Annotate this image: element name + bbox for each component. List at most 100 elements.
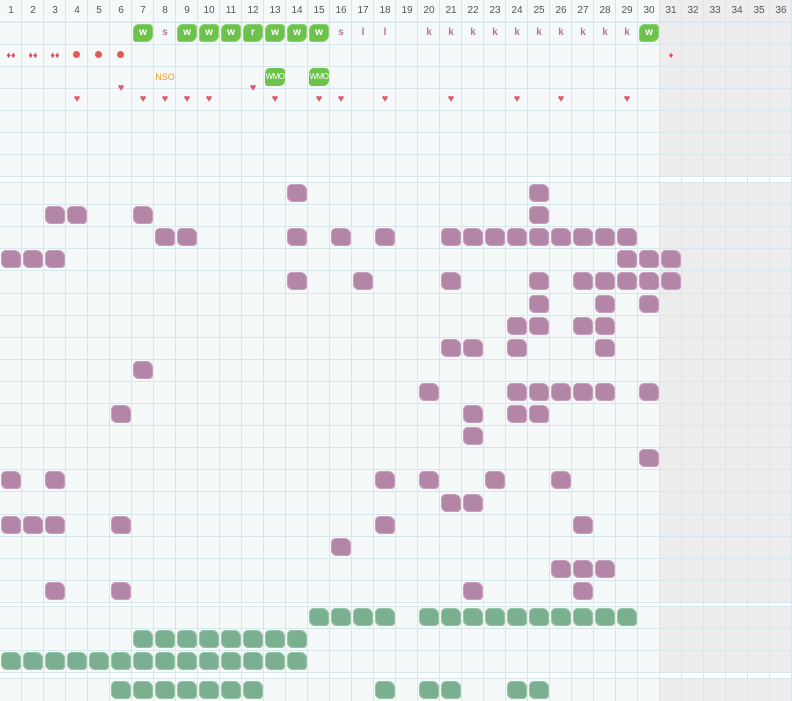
heart-icon[interactable]: ♥: [205, 93, 213, 105]
purple-entry-blob[interactable]: [331, 537, 351, 556]
activity-tag[interactable]: w: [639, 24, 659, 42]
purple-entry-blob[interactable]: [573, 515, 593, 534]
green-entry-blob[interactable]: [529, 608, 549, 626]
purple-entry-blob[interactable]: [551, 383, 571, 401]
purple-entry-blob[interactable]: [639, 272, 659, 291]
green-entry-blob[interactable]: [419, 680, 439, 699]
green-entry-blob[interactable]: [529, 680, 549, 699]
drop-icon[interactable]: ♦♦: [28, 50, 38, 60]
green-entry-blob[interactable]: [177, 630, 197, 648]
purple-entry-blob[interactable]: [463, 581, 483, 600]
purple-entry-blob[interactable]: [529, 228, 549, 247]
purple-entry-blob[interactable]: [45, 206, 65, 225]
drop-icon[interactable]: ♦♦: [50, 50, 60, 60]
purple-entry-blob[interactable]: [287, 228, 307, 247]
purple-entry-blob[interactable]: [639, 383, 659, 401]
green-entry-blob[interactable]: [89, 652, 109, 670]
purple-entry-blob[interactable]: [1, 515, 21, 534]
label-tag[interactable]: WMO: [308, 68, 330, 86]
heart-icon[interactable]: ♥: [557, 93, 565, 105]
activity-letter[interactable]: k: [624, 27, 630, 38]
activity-tag[interactable]: w: [309, 24, 329, 42]
purple-entry-blob[interactable]: [507, 228, 527, 247]
green-entry-blob[interactable]: [243, 652, 263, 670]
green-entry-blob[interactable]: [507, 680, 527, 699]
purple-entry-blob[interactable]: [529, 294, 549, 313]
purple-entry-blob[interactable]: [573, 228, 593, 247]
purple-entry-blob[interactable]: [617, 228, 637, 247]
green-entry-blob[interactable]: [375, 608, 395, 626]
purple-entry-blob[interactable]: [551, 228, 571, 247]
purple-entry-blob[interactable]: [595, 338, 615, 357]
heart-icon[interactable]: ♥: [183, 93, 191, 105]
purple-entry-blob[interactable]: [463, 338, 483, 357]
activity-tag[interactable]: w: [133, 24, 153, 42]
purple-entry-blob[interactable]: [441, 338, 461, 357]
green-entry-blob[interactable]: [419, 608, 439, 626]
purple-entry-blob[interactable]: [1, 250, 21, 269]
purple-entry-blob[interactable]: [573, 581, 593, 600]
green-entry-blob[interactable]: [111, 680, 131, 699]
heart-icon[interactable]: ♥: [249, 82, 257, 94]
activity-letter[interactable]: k: [448, 27, 454, 38]
purple-entry-blob[interactable]: [463, 493, 483, 512]
activity-letter[interactable]: k: [602, 27, 608, 38]
purple-entry-blob[interactable]: [463, 427, 483, 446]
activity-letter[interactable]: s: [338, 27, 344, 38]
activity-letter[interactable]: k: [492, 27, 498, 38]
green-entry-blob[interactable]: [441, 608, 461, 626]
purple-entry-blob[interactable]: [155, 228, 175, 247]
green-entry-blob[interactable]: [551, 608, 571, 626]
activity-tag[interactable]: w: [265, 24, 285, 42]
heart-icon[interactable]: ♥: [139, 93, 147, 105]
purple-entry-blob[interactable]: [45, 250, 65, 269]
heart-icon[interactable]: ♥: [337, 93, 345, 105]
dot-marker[interactable]: [73, 51, 80, 58]
green-entry-blob[interactable]: [353, 608, 373, 626]
activity-letter[interactable]: l: [383, 27, 387, 38]
green-entry-blob[interactable]: [23, 652, 43, 670]
activity-letter[interactable]: k: [514, 27, 520, 38]
heart-icon[interactable]: ♥: [381, 93, 389, 105]
green-entry-blob[interactable]: [221, 680, 241, 699]
purple-entry-blob[interactable]: [133, 206, 153, 225]
purple-entry-blob[interactable]: [551, 559, 571, 578]
green-entry-blob[interactable]: [199, 652, 219, 670]
purple-entry-blob[interactable]: [639, 294, 659, 313]
purple-entry-blob[interactable]: [441, 228, 461, 247]
drop-icon[interactable]: ♦: [668, 50, 674, 60]
purple-entry-blob[interactable]: [661, 272, 681, 291]
activity-letter[interactable]: k: [580, 27, 586, 38]
purple-entry-blob[interactable]: [595, 228, 615, 247]
activity-letter[interactable]: k: [536, 27, 542, 38]
purple-entry-blob[interactable]: [529, 383, 549, 401]
purple-entry-blob[interactable]: [111, 515, 131, 534]
purple-entry-blob[interactable]: [639, 449, 659, 468]
green-entry-blob[interactable]: [1, 652, 21, 670]
purple-entry-blob[interactable]: [529, 405, 549, 424]
purple-entry-blob[interactable]: [507, 316, 527, 335]
purple-entry-blob[interactable]: [375, 515, 395, 534]
activity-letter[interactable]: k: [470, 27, 476, 38]
green-entry-blob[interactable]: [265, 630, 285, 648]
heart-icon[interactable]: ♥: [315, 93, 323, 105]
activity-letter[interactable]: k: [558, 27, 564, 38]
green-entry-blob[interactable]: [441, 680, 461, 699]
green-entry-blob[interactable]: [243, 680, 263, 699]
purple-entry-blob[interactable]: [529, 184, 549, 203]
green-entry-blob[interactable]: [221, 652, 241, 670]
activity-tag[interactable]: w: [199, 24, 219, 42]
purple-entry-blob[interactable]: [595, 559, 615, 578]
heart-icon[interactable]: ♥: [161, 93, 169, 105]
purple-entry-blob[interactable]: [573, 316, 593, 335]
heart-icon[interactable]: ♥: [513, 93, 521, 105]
activity-tag[interactable]: w: [221, 24, 241, 42]
green-entry-blob[interactable]: [155, 680, 175, 699]
green-entry-blob[interactable]: [221, 630, 241, 648]
purple-entry-blob[interactable]: [551, 471, 571, 490]
green-entry-blob[interactable]: [595, 608, 615, 626]
purple-entry-blob[interactable]: [1, 471, 21, 490]
activity-tag[interactable]: w: [287, 24, 307, 42]
heart-icon[interactable]: ♥: [447, 93, 455, 105]
purple-entry-blob[interactable]: [573, 272, 593, 291]
